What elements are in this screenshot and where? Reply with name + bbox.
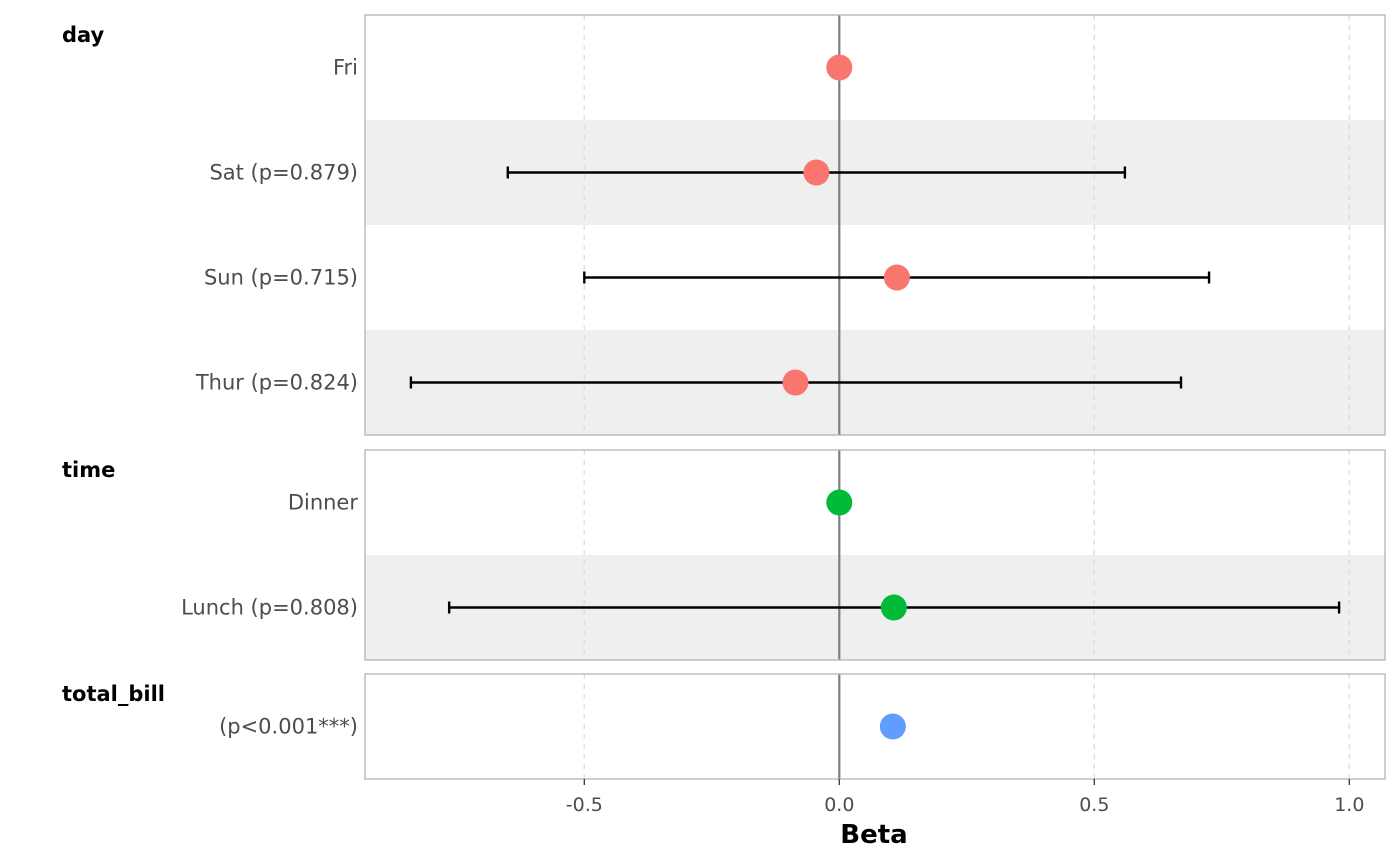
estimate-point <box>880 714 906 740</box>
panel-border <box>365 674 1385 779</box>
row-label: Dinner <box>288 491 359 515</box>
x-tick-label: 0.5 <box>1079 794 1109 816</box>
row-label: Sun (p=0.715) <box>204 266 358 290</box>
group-label-total_bill: total_bill <box>62 682 165 706</box>
x-tick-label: 1.0 <box>1334 794 1364 816</box>
x-tick-label: 0.0 <box>824 794 854 816</box>
panel-total_bill: total_bill (p<0.001***) <box>62 674 1385 779</box>
group-label-time: time <box>62 458 115 482</box>
group-label-day: day <box>62 23 105 47</box>
panel-time: time Dinner Lunch (p=0.808) <box>62 450 1385 660</box>
x-axis-title: Beta <box>840 820 907 850</box>
estimate-point <box>803 160 829 186</box>
panel-day: day Fri Sat (p=0.879) Sun (p=0.715) Thur (p=… <box>62 15 1385 435</box>
estimate-point <box>881 595 907 621</box>
row-label: Lunch (p=0.808) <box>181 596 358 620</box>
estimate-point <box>884 265 910 291</box>
panels: day Fri Sat (p=0.879) Sun (p=0.715) Thur (p=… <box>62 15 1385 779</box>
row-label: Fri <box>333 56 358 80</box>
row-label: Sat (p=0.879) <box>209 161 358 185</box>
estimate-point <box>826 55 852 81</box>
x-tick-label: -0.5 <box>566 794 603 816</box>
estimate-point <box>782 370 808 396</box>
estimate-point <box>826 490 852 516</box>
row-label: (p<0.001***) <box>219 715 358 739</box>
x-axis: -0.5 0.0 0.5 1.0 <box>566 779 1365 816</box>
row-label: Thur (p=0.824) <box>195 371 358 395</box>
